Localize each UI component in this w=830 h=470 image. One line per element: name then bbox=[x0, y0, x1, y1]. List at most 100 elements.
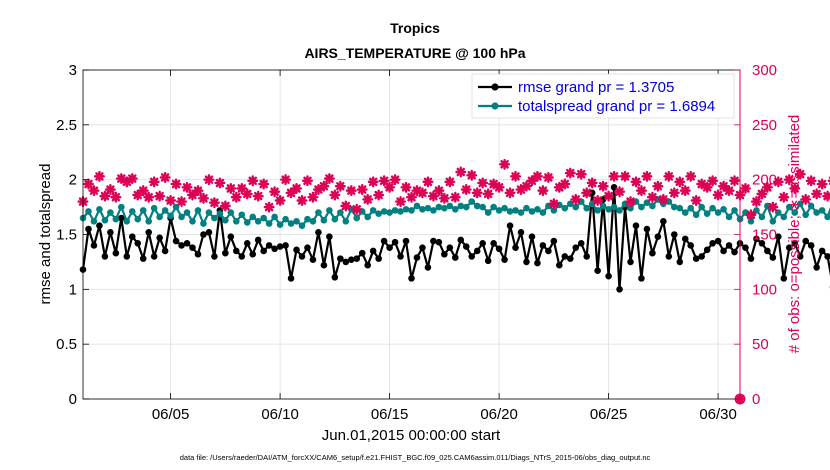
data-point-obs-assimilated-stroke bbox=[746, 210, 756, 220]
data-point-rmse bbox=[566, 255, 574, 262]
data-point-rmse bbox=[101, 253, 109, 260]
data-point-obs-assimilated bbox=[641, 170, 653, 182]
data-point-obs-assimilated-stroke bbox=[106, 185, 115, 194]
data-point-totalspread bbox=[785, 203, 793, 211]
data-point-rmse bbox=[709, 239, 716, 247]
data-point-rmse bbox=[254, 236, 262, 244]
data-point-rmse bbox=[249, 250, 257, 258]
data-point-rmse bbox=[577, 239, 585, 247]
data-point-totalspread bbox=[714, 209, 722, 216]
data-point-obs-assimilated-stroke bbox=[303, 176, 312, 186]
data-point-totalspread bbox=[118, 203, 125, 211]
data-point-obs-assimilated-stroke bbox=[281, 175, 290, 184]
data-point-obs-assimilated bbox=[564, 167, 576, 179]
grid-lines bbox=[83, 69, 740, 400]
x-tick-label: 06/15 bbox=[371, 406, 409, 423]
data-point-rmse bbox=[506, 222, 514, 230]
data-point-obs-assimilated-stroke bbox=[697, 179, 706, 189]
data-point-obs-assimilated-stroke bbox=[593, 196, 602, 205]
data-point-totalspread bbox=[189, 218, 196, 225]
data-point-obs-assimilated bbox=[110, 191, 122, 203]
data-point-obs-assimilated-stroke bbox=[806, 176, 816, 186]
data-point-rmse bbox=[331, 273, 339, 281]
data-point-obs-assimilated bbox=[794, 168, 806, 180]
data-point-rmse bbox=[342, 258, 350, 266]
data-point-obs-assimilated-stroke bbox=[319, 182, 329, 191]
data-point-totalspread bbox=[457, 202, 465, 210]
data-point-obs-assimilated-stroke bbox=[774, 177, 783, 187]
data-point-totalspread bbox=[331, 215, 339, 223]
data-point-obs-assimilated bbox=[165, 195, 177, 207]
data-file-footer: data file: /Users/raeder/DAI/ATM_forcXX/… bbox=[180, 453, 651, 462]
data-point-obs-assimilated bbox=[499, 158, 511, 170]
data-point-totalspread bbox=[583, 204, 590, 212]
data-point-rmse bbox=[441, 250, 448, 258]
data-point-obs-assimilated bbox=[789, 182, 801, 194]
data-point-obs-assimilated bbox=[767, 201, 779, 213]
data-point-obs-assimilated-stroke bbox=[111, 192, 121, 202]
data-point-obs-assimilated-stroke bbox=[347, 186, 356, 195]
data-point-rmse bbox=[501, 256, 508, 264]
data-point-obs-assimilated-stroke bbox=[407, 192, 416, 202]
data-point-obs-assimilated-stroke bbox=[566, 168, 575, 178]
data-point-obs-assimilated bbox=[307, 191, 319, 203]
data-point-obs-assimilated bbox=[619, 170, 631, 182]
data-point-rmse bbox=[446, 244, 454, 251]
data-point-rmse bbox=[824, 253, 830, 260]
data-point-rmse bbox=[742, 244, 749, 251]
data-point-rmse bbox=[369, 247, 377, 255]
data-point-rmse bbox=[473, 247, 481, 255]
data-point-rmse bbox=[107, 229, 114, 236]
data-point-obs-assimilated bbox=[170, 178, 182, 190]
data-point-totalspread bbox=[605, 205, 612, 213]
data-point-obs-assimilated bbox=[772, 176, 784, 188]
data-point-totalspread bbox=[671, 203, 678, 211]
data-point-obs-assimilated-stroke bbox=[670, 188, 679, 198]
data-point-totalspread bbox=[304, 215, 311, 223]
data-point-obs-assimilated bbox=[531, 170, 543, 182]
data-point-obs-assimilated bbox=[230, 191, 242, 203]
chart-title: Tropics bbox=[390, 20, 440, 36]
data-point-obs-assimilated bbox=[663, 170, 675, 182]
data-point-obs-assimilated-stroke bbox=[483, 189, 493, 199]
data-point-obs-assimilated-stroke bbox=[505, 188, 515, 198]
data-point-totalspread bbox=[818, 207, 826, 214]
data-point-totalspread bbox=[337, 209, 344, 216]
data-point-obs-assimilated bbox=[82, 178, 94, 190]
data-point-rmse bbox=[337, 255, 344, 262]
data-point-rmse bbox=[457, 236, 465, 244]
data-point-obs-assimilated-stroke bbox=[117, 174, 126, 183]
data-point-obs-assimilated-stroke bbox=[642, 172, 652, 181]
data-point-obs-assimilated-stroke bbox=[478, 178, 487, 188]
data-point-rmse bbox=[654, 233, 662, 240]
data-point-rmse bbox=[260, 247, 267, 255]
data-point-totalspread bbox=[506, 208, 514, 215]
data-point-obs-assimilated bbox=[318, 180, 330, 192]
data-point-totalspread bbox=[380, 208, 388, 215]
data-point-rmse bbox=[720, 247, 727, 255]
data-point-obs-assimilated-stroke bbox=[533, 172, 542, 181]
data-point-obs-assimilated bbox=[258, 178, 270, 190]
data-point-totalspread bbox=[780, 213, 788, 221]
data-point-obs-assimilated bbox=[526, 175, 538, 187]
y-tick-label-right: 150 bbox=[752, 227, 777, 244]
data-point-totalspread bbox=[353, 214, 361, 222]
data-point-rmse bbox=[725, 242, 733, 249]
data-point-obs-assimilated-stroke bbox=[308, 192, 318, 202]
data-point-totalspread bbox=[539, 209, 547, 216]
data-point-rmse bbox=[194, 250, 202, 258]
data-point-obs-assimilated bbox=[646, 191, 658, 203]
data-point-totalspread bbox=[282, 215, 289, 223]
data-point-obs-assimilated bbox=[652, 180, 664, 192]
data-point-rmse bbox=[703, 246, 711, 254]
data-point-rmse bbox=[780, 275, 788, 282]
data-point-obs-assimilated-stroke bbox=[155, 191, 164, 201]
data-point-obs-assimilated-stroke bbox=[686, 172, 695, 181]
data-point-totalspread bbox=[227, 209, 235, 216]
data-point-obs-assimilated bbox=[614, 186, 626, 198]
data-point-rmse bbox=[90, 242, 98, 249]
data-point-obs-assimilated-stroke bbox=[741, 184, 750, 193]
data-point-rmse bbox=[528, 233, 536, 240]
data-point-obs-assimilated-stroke bbox=[538, 186, 548, 195]
y-tick-label-right: 100 bbox=[752, 281, 777, 298]
